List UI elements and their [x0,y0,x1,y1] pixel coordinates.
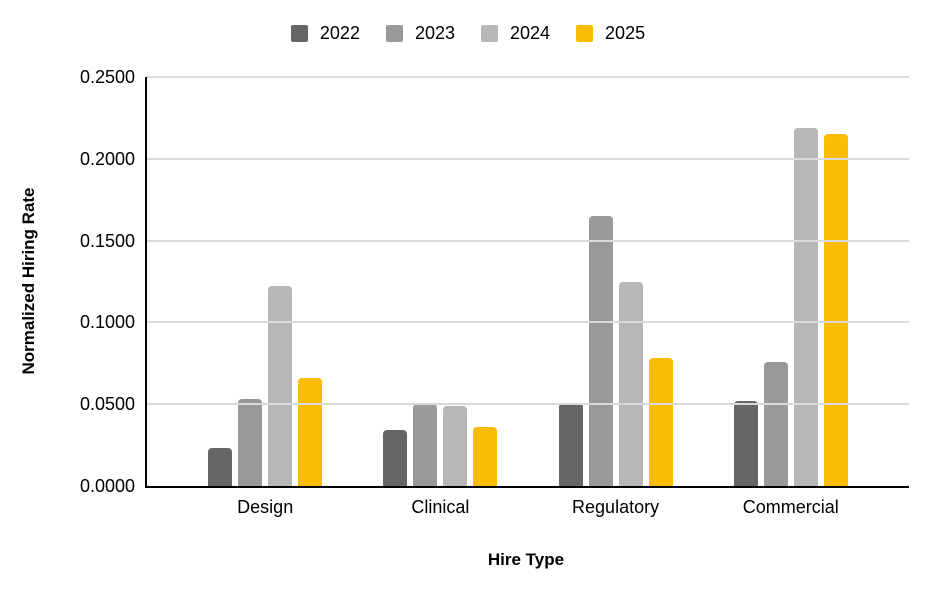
plot-area: Design Clinical Regulatory Commercial 0.000… [80,68,909,516]
legend-label: 2025 [605,23,646,43]
gridline [147,321,909,324]
gridline [147,76,909,78]
y-tick-label: 0.0000 [79,476,135,496]
legend-item-2025: 2025 [576,24,645,42]
bar-2022-regulatory [558,402,583,486]
bar-2024-design [268,286,293,486]
y-tick-label: 0.1500 [79,230,135,251]
legend-item-2023: 2023 [385,23,455,43]
y-axis-title: Normalized Hiring Rate [19,187,38,375]
bar-2025-regulatory [648,358,673,486]
bar-2023-clinical [413,404,438,486]
bar-2022-design [208,448,233,486]
legend-label: 2022 [319,23,360,43]
y-tick-label: 0.2500 [79,67,135,87]
bar-group-clinical: Clinical [383,77,498,516]
bar-group-commercial: Commercial [733,77,848,516]
legend: 2022 2023 2024 2025 [0,24,936,42]
legend-swatch-2022 [290,24,308,42]
x-category-label-regulatory: Regulatory [572,497,660,517]
bar-2022-commercial [733,400,758,486]
gridline [147,403,909,406]
legend-swatch-2024 [481,24,498,42]
bar-2024-regulatory [618,281,643,486]
bar-2025-commercial [823,134,848,486]
bar-2023-commercial [763,361,788,486]
y-tick-label: 0.2000 [79,148,135,169]
legend-swatch-2025 [576,24,594,42]
y-tick-label: 0.1000 [79,312,135,333]
x-category-label-clinical: Clinical [411,497,470,517]
bar-2024-commercial [793,127,818,486]
x-axis-title: Hire Type [487,550,565,569]
gridline [147,239,909,242]
bar-2025-clinical [473,427,498,486]
legend-label: 2023 [414,23,455,43]
gridline [147,157,909,160]
x-category-label-commercial: Commercial [742,497,839,517]
bars-row: Design Clinical Regulatory Commercial [147,77,909,516]
legend-swatch-2023 [385,24,403,42]
bar-2025-design [298,378,323,486]
y-tick-label: 0.0500 [79,394,135,415]
bar-group-regulatory: Regulatory [558,77,673,516]
bar-2023-design [238,399,263,486]
bar-2023-regulatory [588,216,613,486]
bar-2024-clinical [443,405,468,486]
bar-2022-clinical [383,430,408,486]
bar-group-design: Design [208,77,323,516]
legend-label: 2024 [510,23,551,43]
x-category-label-design: Design [237,497,294,517]
legend-item-2024: 2024 [481,24,550,42]
legend-item-2022: 2022 [290,23,360,43]
